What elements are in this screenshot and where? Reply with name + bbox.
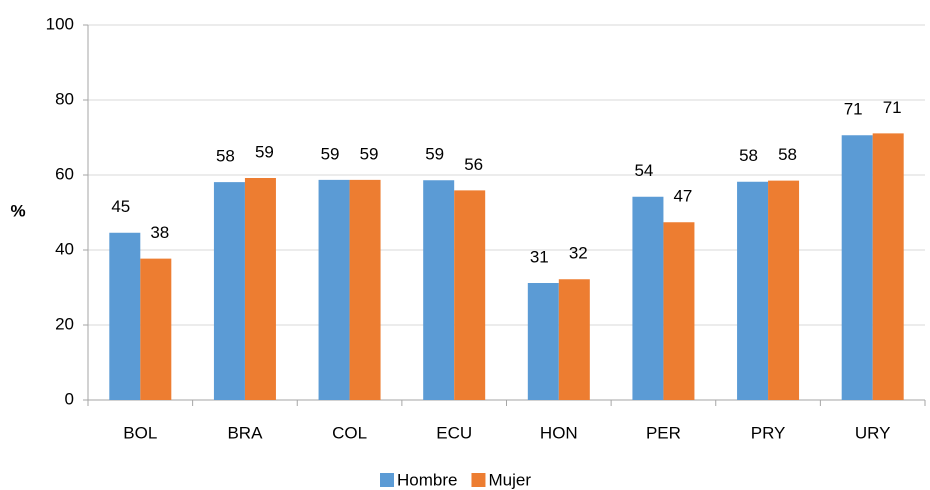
bar: [213, 182, 245, 400]
data-label: 31: [530, 247, 549, 266]
data-label: 47: [673, 187, 692, 206]
y-tick-label: 20: [55, 314, 74, 333]
data-label: 71: [883, 98, 902, 117]
bar: [244, 178, 276, 400]
bar: [737, 181, 769, 400]
y-tick-label: 0: [65, 389, 74, 408]
bar: [768, 180, 800, 400]
data-label: 59: [255, 142, 274, 161]
bar: [872, 133, 904, 400]
legend-label: Mujer: [488, 470, 531, 489]
data-label: 58: [216, 147, 235, 166]
x-tick-label: URY: [855, 423, 891, 442]
x-tick-label: PRY: [751, 423, 786, 442]
bar: [140, 258, 172, 400]
x-tick-label: BRA: [227, 423, 263, 442]
data-label: 59: [321, 144, 340, 163]
data-label: 59: [425, 145, 444, 164]
legend-swatch: [380, 473, 394, 487]
legend-swatch: [471, 473, 486, 487]
y-tick-label: 100: [46, 14, 74, 33]
data-label: 71: [844, 100, 863, 119]
bar: [423, 180, 455, 400]
bar: [527, 283, 559, 400]
data-label: 45: [111, 197, 130, 216]
x-tick-label: HON: [540, 423, 578, 442]
bar: [632, 196, 664, 400]
x-tick-label: PER: [646, 423, 681, 442]
legend-label: Hombre: [397, 470, 457, 489]
x-tick-label: COL: [332, 423, 367, 442]
bar: [349, 179, 381, 400]
y-tick-label: 40: [55, 239, 74, 258]
bar: [841, 135, 873, 400]
x-tick-label: BOL: [123, 423, 157, 442]
data-label: 32: [569, 244, 588, 263]
bar: [318, 179, 350, 400]
data-label: 58: [739, 146, 758, 165]
data-label: 54: [634, 161, 653, 180]
y-tick-label: 60: [55, 164, 74, 183]
y-axis-label: %: [10, 201, 25, 220]
data-label: 38: [150, 223, 169, 242]
bar: [109, 232, 141, 400]
bar: [558, 279, 590, 400]
y-tick-label: 80: [55, 89, 74, 108]
data-label: 59: [360, 144, 379, 163]
bar: [663, 222, 695, 400]
bar: [454, 190, 486, 400]
data-label: 56: [464, 155, 483, 174]
data-label: 58: [778, 145, 797, 164]
x-tick-label: ECU: [436, 423, 472, 442]
